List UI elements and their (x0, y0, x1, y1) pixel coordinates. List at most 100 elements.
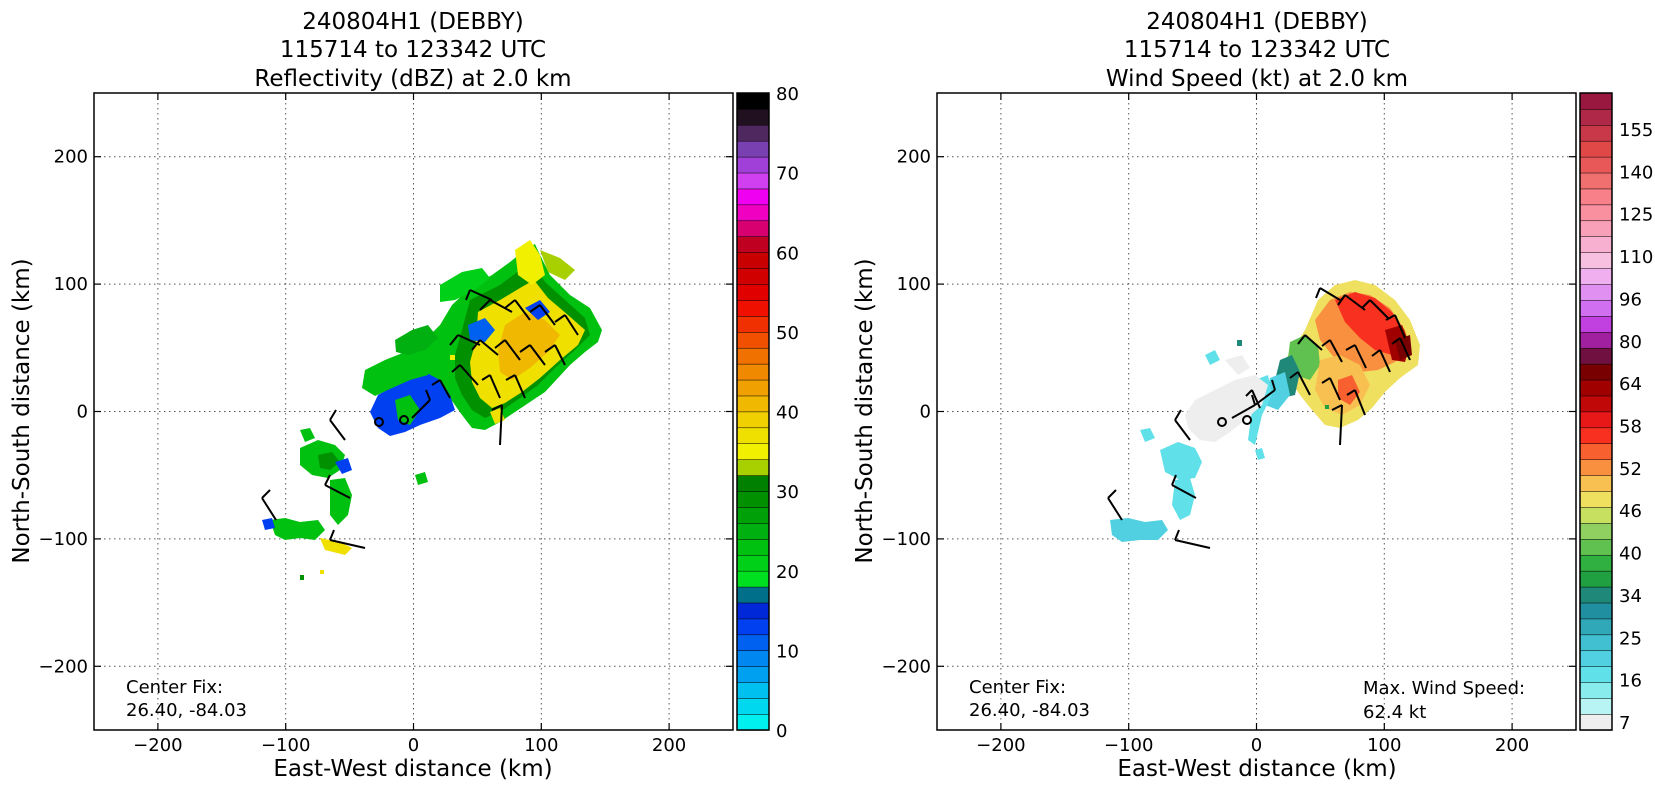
wind-colorbar-bin (1579, 474, 1613, 492)
reflectivity-ylabel: North-South distance (km) (9, 258, 35, 563)
reflectivity-speck-3 (450, 355, 455, 360)
wind-colorbar-bin (1579, 666, 1613, 683)
reflectivity-colorbar-bin (736, 474, 770, 492)
reflectivity-xtick-label: 100 (524, 735, 558, 756)
reflectivity-colorbar-bin (736, 554, 770, 572)
reflectivity-ytick-label: −200 (39, 656, 88, 677)
reflectivity-colorbar-bin (736, 650, 770, 667)
reflectivity-colorbar-label: 70 (776, 164, 799, 185)
reflectivity-speck-2 (320, 570, 324, 574)
reflectivity-colorbar-label: 40 (776, 403, 799, 424)
wind-title-line-2: 115714 to 123342 UTC (1124, 37, 1390, 63)
reflectivity-sw-band-9 (262, 518, 275, 530)
wind-colorbar-label: 34 (1619, 586, 1642, 607)
reflectivity-colorbar-bin (736, 331, 770, 349)
wind-colorbar-label: 96 (1619, 289, 1642, 310)
wind-colorbar-label: 16 (1619, 671, 1642, 692)
reflectivity-colorbar-label: 50 (776, 323, 799, 344)
wind-colorbar-bin (1579, 140, 1613, 158)
wind-barb (465, 289, 493, 301)
wind-barb (471, 339, 499, 356)
reflectivity-colorbar-bin (736, 156, 770, 174)
reflectivity-colorbar-bin (736, 681, 770, 699)
reflectivity-colorbar-bin (736, 347, 770, 365)
reflectivity-colorbar-bin (736, 108, 770, 126)
wind-colorbar-bin (1579, 650, 1613, 667)
wind-colorbar-label: 125 (1619, 205, 1653, 226)
wind-center-light-2 (1225, 355, 1250, 375)
reflectivity-colorbar-bin (736, 188, 770, 206)
wind-title-line-3: Wind Speed (kt) at 2.0 km (1106, 66, 1408, 92)
wind-barb (1107, 489, 1123, 521)
reflectivity-xlabel: East-West distance (km) (273, 756, 552, 782)
wind-speck-2 (1325, 405, 1329, 409)
reflectivity-colorbar-bin (736, 299, 770, 317)
reflectivity-colorbar-bin (736, 666, 770, 683)
wind-colorbar-bin (1579, 538, 1613, 556)
wind-sw-band-6 (1255, 448, 1265, 460)
reflectivity-sw-band-3 (335, 458, 352, 474)
wind-axis-ticks: −200 −100 0 100 200 −200 −100 0 100 200 (882, 93, 1576, 756)
center-marker (1242, 415, 1252, 425)
wind-colorbar-bin (1579, 395, 1613, 413)
max-wind-speed-label: Max. Wind Speed: (1363, 678, 1525, 699)
wind-colorbar-frame (1579, 92, 1613, 731)
reflectivity-center-green (362, 348, 430, 396)
reflectivity-colorbar-label: 10 (776, 641, 799, 662)
center-marker (399, 415, 409, 425)
wind-barb (1245, 389, 1261, 409)
wind-barb (544, 344, 566, 366)
wind-barb (1174, 409, 1191, 441)
reflectivity-center-fix-value: 26.40, -84.03 (126, 700, 247, 721)
reflectivity-colorbar-bin (736, 124, 770, 142)
wind-colorbar-bin (1579, 252, 1613, 269)
reflectivity-colorbar-bin (736, 252, 770, 269)
reflectivity-ytick-label: −100 (39, 529, 88, 550)
wind-gridlines (937, 93, 1576, 730)
reflectivity-core-yellow (515, 240, 545, 285)
reflectivity-colorbar-label: 80 (776, 84, 799, 105)
wind-colorbar-bin (1579, 427, 1613, 444)
wind-title-line-1: 240804H1 (DEBBY) (1146, 9, 1368, 35)
wind-barb (451, 364, 479, 386)
wind-colorbar-bin (1579, 697, 1613, 715)
reflectivity-axis-ticks: −200 −100 0 100 200 −200 −100 0 100 200 (39, 93, 733, 756)
wind-colorbar-bin (1579, 331, 1613, 349)
reflectivity-colorbar-label: 20 (776, 562, 799, 583)
wind-barb (1331, 404, 1343, 446)
wind-barb (1174, 529, 1211, 549)
reflectivity-colorbar-bin (736, 522, 770, 540)
wind-barb (431, 379, 451, 399)
wind-barb (504, 299, 531, 321)
reflectivity-colorbar-bin (736, 267, 770, 285)
reflectivity-colorbar-bin (736, 379, 770, 397)
wind-barb (1391, 337, 1411, 361)
wind-colorbar-bin (1579, 172, 1613, 190)
wind-xtick-label: 200 (1495, 735, 1529, 756)
wind-colorbar-bin (1579, 634, 1613, 652)
reflectivity-colorbar-bin (736, 602, 770, 620)
wind-sw-band-2 (1172, 478, 1195, 520)
reflectivity-colorbar-label: 30 (776, 482, 799, 503)
reflectivity-center-green-2 (395, 325, 438, 355)
wind-colorbar-bin (1579, 379, 1613, 397)
reflectivity-panel: 240804H1 (DEBBY) 115714 to 123342 UTC Re… (9, 9, 799, 782)
wind-colorbar-bin (1579, 554, 1613, 572)
reflectivity-colorbar-bin (736, 411, 770, 429)
reflectivity-title-line-2: 115714 to 123342 UTC (280, 37, 546, 63)
wind-barb (329, 529, 366, 549)
center-marker (374, 417, 384, 427)
reflectivity-center-fix-label: Center Fix: (126, 677, 223, 698)
wind-colorbar-bin (1579, 443, 1613, 460)
reflectivity-title-line-1: 240804H1 (DEBBY) (302, 9, 524, 35)
reflectivity-colorbar-label: 60 (776, 243, 799, 264)
reflectivity-sw-band-6 (320, 538, 352, 555)
wind-barb (1297, 334, 1323, 351)
reflectivity-colorbar-bin (736, 490, 770, 508)
reflectivity-field (261, 240, 602, 580)
wind-barb (1385, 314, 1406, 339)
reflectivity-colorbar-bin (736, 586, 770, 604)
wind-colorbar-bin (1579, 459, 1613, 476)
reflectivity-title-line-3: Reflectivity (dBZ) at 2.0 km (254, 66, 571, 92)
reflectivity-colorbar-bin (736, 427, 770, 444)
